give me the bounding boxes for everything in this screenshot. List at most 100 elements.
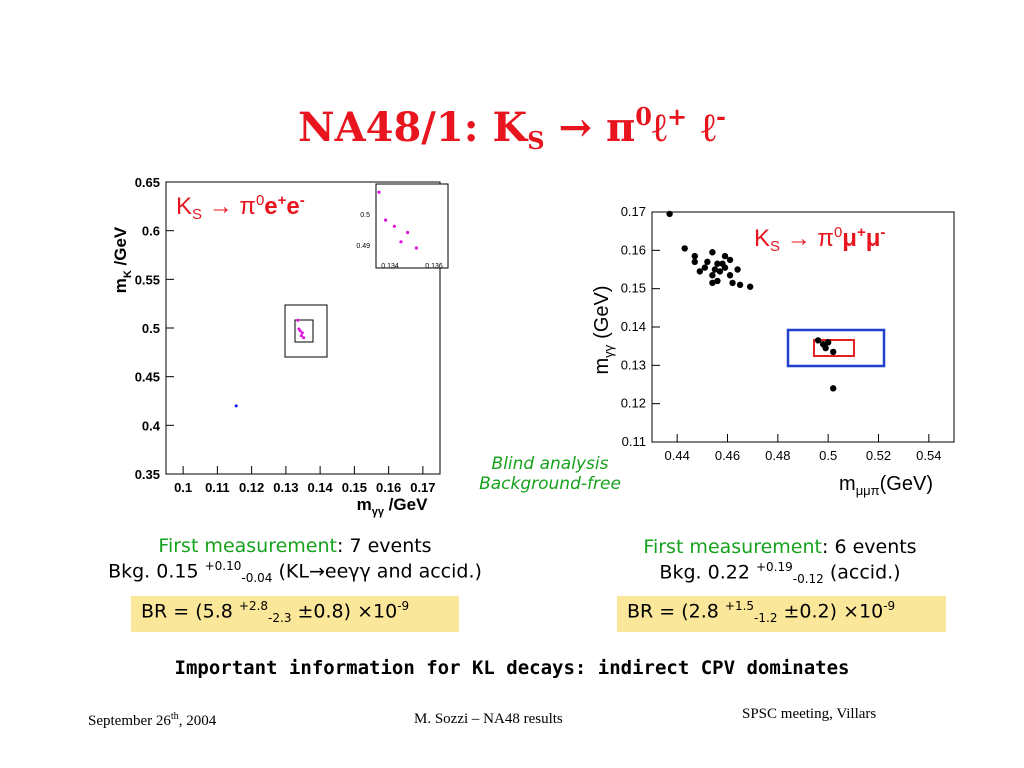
left-y-ticks: 0.65 0.6 0.55 0.5 0.45 0.4 0.35 (135, 175, 174, 482)
data-point (714, 260, 721, 267)
data-point (696, 268, 704, 275)
data-point (709, 272, 716, 279)
right-y-tick-label: 0.17 (621, 204, 646, 219)
left-x-axis-label: mγγ /GeV (357, 495, 428, 518)
right-y-tick-label: 0.14 (621, 319, 646, 334)
left-x-tick-label: 0.12 (239, 480, 264, 495)
right-x-tick-label: 0.5 (819, 448, 837, 463)
data-point (704, 258, 711, 266)
right-y-tick-label: 0.11 (622, 434, 646, 449)
inset-x-tick-label: 0.136 (425, 263, 443, 270)
left-x-tick-label: 0.1 (174, 480, 192, 495)
data-point (729, 279, 736, 287)
data-point (714, 277, 721, 285)
data-point (296, 318, 300, 322)
left-y-axis-label: mK /GeV (111, 226, 134, 293)
data-point (302, 336, 306, 340)
data-point (691, 258, 698, 266)
left-first-measurement: First measurement: 7 events (158, 535, 432, 557)
right-background: Bkg. 0.22 +0.19-0.12 (accid.) (659, 560, 901, 587)
signal-box-red (813, 339, 855, 357)
inset-y-tick-label: 0.5 (360, 212, 370, 219)
data-point (298, 329, 302, 333)
right-data-points (666, 210, 837, 392)
inset-data-point (377, 190, 381, 194)
inset-y-tick-label: 0.49 (356, 243, 370, 250)
right-scatter-plot: 0.170.160.150.140.130.120.11 0.44 0.46 0.4… (591, 204, 955, 498)
footer-meeting: SPSC meeting, Villars (742, 706, 877, 722)
data-point (721, 264, 729, 271)
left-x-tick-label: 0.14 (307, 480, 333, 495)
inset-data-point (414, 246, 418, 250)
right-x-tick-label: 0.44 (665, 448, 690, 463)
right-x-tick-label: 0.48 (765, 448, 790, 463)
right-x-ticks: 0.44 0.46 0.48 0.5 0.52 0.54 (665, 434, 941, 463)
inset-data-point (406, 230, 410, 235)
data-point (721, 252, 729, 260)
data-point (726, 256, 734, 264)
left-x-tick-label: 0.17 (410, 480, 435, 495)
left-measurement: First measurement: 7 events Bkg. 0.15 +0… (40, 535, 550, 585)
left-background: Bkg. 0.15 +0.10-0.04 (KL→eeγγ and accid.… (108, 559, 482, 586)
left-x-tick-label: 0.16 (376, 480, 401, 495)
data-point (300, 331, 304, 335)
right-x-axis-label: mμμπ(GeV) (839, 473, 933, 498)
left-y-tick-label: 0.65 (135, 175, 160, 190)
blind-analysis-note: Blind analysis Background-free (440, 454, 660, 494)
data-point (824, 339, 832, 346)
right-x-tick-label: 0.54 (916, 448, 941, 463)
data-point (681, 245, 688, 252)
important-note: Important information for KL decays: ind… (174, 657, 850, 679)
footer-date: September 26th, 2004 (88, 711, 217, 729)
signal-box-blue (786, 328, 886, 368)
right-y-ticks: 0.17 0.16 0.15 0.14 0.13 0.12 0.11 (621, 204, 660, 449)
inset-frame (375, 183, 449, 269)
left-process-label: KS → π0e+e- (176, 192, 305, 223)
right-process-label: KS → π0μ+μ- (754, 224, 885, 255)
left-x-ticks: 0.1 0.11 0.12 0.13 0.14 0.15 0.16 0.17 (174, 466, 436, 495)
right-plot-frame (651, 211, 955, 443)
left-x-tick-label: 0.11 (205, 480, 230, 495)
right-y-tick-label: 0.16 (621, 242, 646, 257)
left-x-tick-label: 0.15 (342, 480, 367, 495)
data-point (709, 279, 716, 287)
data-point (734, 266, 741, 273)
data-point (299, 334, 303, 338)
data-point (830, 385, 837, 392)
right-y-axis-label: mγγ(GeV) (591, 285, 616, 374)
right-measurement: First measurement: 6 events Bkg. 0.22 +0… (560, 536, 1000, 586)
data-point (711, 266, 719, 273)
data-point (666, 210, 673, 218)
left-data-points (234, 318, 306, 408)
data-point (726, 272, 734, 279)
right-branching-ratio: BR = (2.8 +1.5-1.2 ±0.2) ×10-9 (617, 596, 946, 632)
left-y-tick-label: 0.55 (135, 272, 160, 287)
blind-analysis-text: Blind analysis (491, 454, 609, 474)
inset-data-point (384, 218, 388, 222)
data-point (736, 281, 744, 289)
footer-author: M. Sozzi – NA48 results (414, 711, 563, 727)
inset-x-tick-label: 0.134 (381, 263, 399, 270)
data-point (691, 252, 698, 260)
right-y-tick-label: 0.12 (621, 396, 646, 411)
data-point (822, 344, 829, 352)
slide-title: NA48/1: KS → π0ℓ+ ℓ- (298, 102, 726, 155)
data-point (234, 404, 238, 408)
right-y-tick-label: 0.13 (621, 357, 646, 372)
background-free-text: Background-free (479, 474, 621, 494)
left-y-tick-label: 0.35 (135, 467, 160, 482)
data-point (716, 268, 724, 275)
right-first-measurement: First measurement: 6 events (643, 536, 917, 558)
left-y-tick-label: 0.45 (135, 370, 160, 385)
data-point (746, 283, 754, 290)
data-point (814, 337, 822, 344)
left-x-tick-label: 0.13 (273, 480, 298, 495)
left-y-tick-label: 0.6 (142, 224, 160, 239)
inset-data-point (399, 240, 403, 244)
right-x-tick-label: 0.46 (715, 448, 740, 463)
data-point (830, 348, 837, 356)
signal-box-inner (294, 319, 314, 343)
left-branching-ratio: BR = (5.8 +2.8-2.3 ±0.8) ×10-9 (131, 596, 459, 632)
inset-data-point (392, 224, 396, 228)
data-point (701, 264, 709, 271)
